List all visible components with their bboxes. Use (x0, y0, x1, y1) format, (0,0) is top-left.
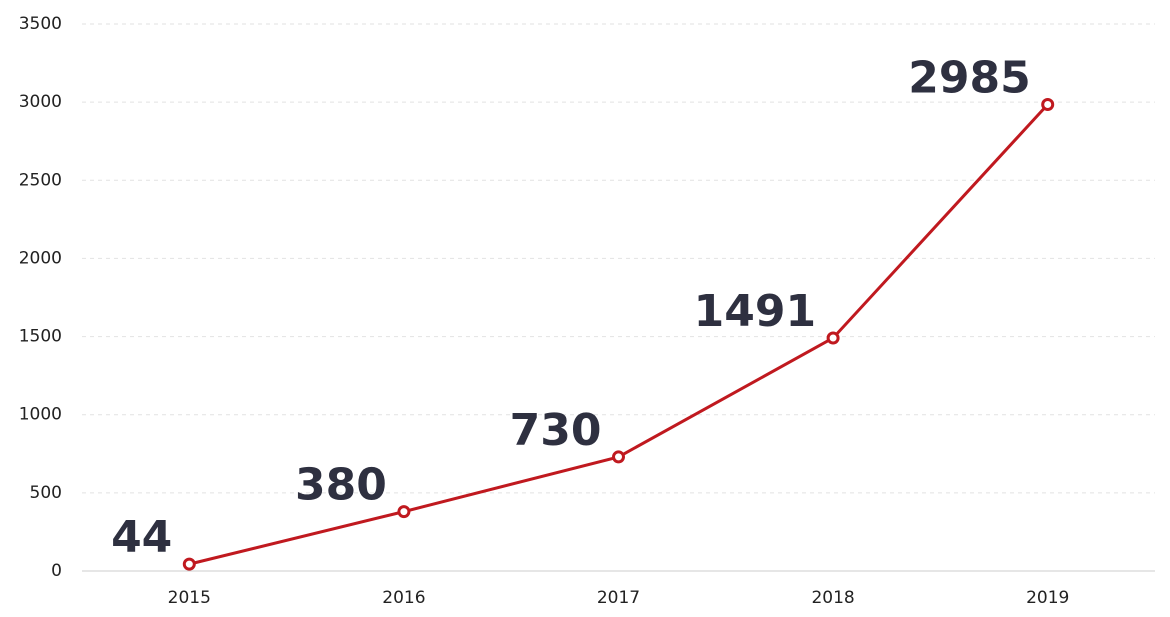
data-label: 1491 (694, 286, 816, 337)
data-point (397, 505, 411, 519)
y-tick-label: 2000 (19, 248, 62, 268)
x-tick-label: 2018 (811, 588, 854, 608)
y-tick-label: 500 (30, 483, 62, 503)
y-tick-label: 2500 (19, 170, 62, 190)
x-tick-label: 2019 (1026, 588, 1069, 608)
data-label: 2985 (908, 52, 1030, 103)
x-tick-label: 2015 (168, 588, 211, 608)
x-tick-label: 2017 (597, 588, 640, 608)
data-point (1041, 97, 1055, 111)
y-tick-label: 0 (51, 561, 62, 581)
y-tick-label: 3500 (19, 14, 62, 34)
data-label: 730 (510, 405, 602, 456)
data-label: 44 (111, 512, 172, 563)
y-tick-label: 3000 (19, 92, 62, 112)
x-tick-label: 2016 (382, 588, 425, 608)
data-point (182, 557, 196, 571)
y-tick-label: 1500 (19, 327, 62, 347)
data-point (612, 450, 625, 464)
data-point (826, 331, 840, 345)
y-tick-label: 1000 (19, 405, 62, 425)
data-label: 380 (295, 460, 387, 511)
